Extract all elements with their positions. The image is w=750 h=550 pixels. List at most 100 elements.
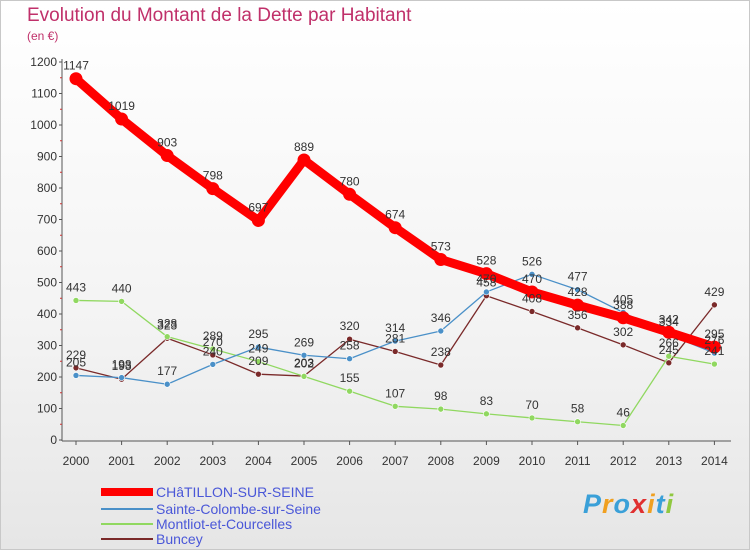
data-label-3: 458: [476, 276, 496, 290]
data-label-2: 249: [248, 342, 268, 356]
data-label-1: 269: [294, 335, 314, 349]
data-point-3: [391, 348, 399, 355]
x-tick-label: 2008: [427, 454, 454, 468]
x-tick-label: 2002: [154, 454, 181, 468]
data-label-0: 903: [157, 136, 177, 150]
data-label-3: 270: [203, 335, 223, 349]
y-axis-unit-label: (en €): [27, 29, 59, 43]
data-label-3: 245: [659, 343, 679, 357]
legend-label-chatillon: CHâTILLON-SUR-SEINE: [156, 484, 314, 500]
data-label-1: 526: [522, 254, 542, 268]
data-point-1: [209, 361, 217, 368]
x-tick-label: 2011: [565, 454, 591, 468]
logo-letter: i: [665, 489, 675, 519]
y-tick-label: 900: [37, 150, 57, 164]
x-tick-label: 2014: [701, 454, 728, 468]
legend-swatch-sainte-colombe: [101, 508, 153, 510]
data-label-0: 1019: [108, 99, 135, 113]
data-point-0: [388, 221, 402, 235]
data-point-2: [483, 410, 490, 418]
logo-letter: t: [655, 489, 666, 519]
data-point-1: [437, 327, 445, 335]
data-label-1: 405: [613, 292, 633, 306]
data-label-0: 388: [613, 298, 633, 312]
data-label-0: 798: [203, 169, 223, 183]
x-tick-label: 2005: [291, 454, 318, 468]
x-tick-label: 2009: [473, 454, 500, 468]
data-label-1: 258: [340, 339, 360, 353]
data-label-0: 573: [431, 240, 451, 254]
x-tick-label: 2013: [655, 454, 682, 468]
data-point-1: [528, 271, 536, 278]
data-label-2: 443: [66, 280, 86, 294]
data-point-1: [72, 372, 80, 379]
data-point-3: [437, 361, 445, 369]
data-point-0: [115, 112, 129, 126]
logo-letter: x: [631, 489, 648, 519]
y-tick-label: 300: [37, 339, 57, 353]
data-point-1: [255, 343, 262, 351]
data-point-1: [346, 355, 353, 363]
data-point-2: [163, 333, 171, 340]
data-point-2: [118, 298, 125, 305]
data-label-0: 697: [248, 200, 268, 214]
y-tick-label: 200: [37, 370, 57, 384]
data-point-2: [574, 418, 581, 426]
legend-swatch-buncey: [101, 538, 153, 540]
chart-title: Evolution du Montant de la Dette par Hab…: [27, 5, 412, 26]
data-label-3: 238: [431, 345, 451, 359]
data-point-0: [662, 325, 676, 339]
logo-letter: r: [602, 489, 614, 519]
data-point-2: [72, 297, 80, 304]
data-point-1: [118, 374, 125, 381]
data-point-3: [574, 324, 581, 332]
data-point-2: [391, 402, 399, 410]
data-point-2: [619, 422, 627, 429]
y-tick-label: 600: [37, 244, 57, 258]
data-label-1: 276: [704, 333, 724, 347]
data-label-1: 470: [476, 272, 496, 286]
data-label-0: 428: [568, 285, 588, 299]
data-point-2: [437, 405, 445, 413]
data-label-1: 477: [568, 270, 588, 284]
data-label-2: 266: [659, 336, 679, 350]
data-label-2: 155: [340, 371, 360, 385]
data-label-3: 429: [704, 285, 724, 299]
data-label-1: 205: [66, 355, 86, 369]
data-point-0: [160, 149, 174, 163]
data-label-2: 46: [617, 406, 631, 420]
data-point-2: [346, 387, 353, 395]
data-point-1: [300, 351, 308, 359]
data-label-0: 780: [340, 174, 360, 188]
data-label-1: 314: [385, 321, 405, 335]
data-label-1: 198: [112, 358, 132, 372]
proxiti-logo: Proxiti: [583, 489, 674, 520]
data-point-1: [574, 286, 581, 294]
data-point-2: [665, 352, 673, 360]
data-point-3: [346, 335, 353, 343]
x-tick-label: 2007: [382, 454, 409, 468]
data-label-2: 70: [525, 398, 539, 412]
data-point-2: [300, 373, 308, 380]
data-label-3: 323: [157, 318, 177, 332]
data-label-1: 295: [248, 327, 268, 341]
logo-letter: i: [647, 489, 656, 519]
data-label-3: 408: [522, 291, 542, 305]
data-label-0: 342: [659, 312, 679, 326]
data-label-3: 302: [613, 325, 633, 339]
data-point-0: [206, 182, 220, 196]
data-label-0: 295: [704, 327, 724, 341]
data-point-2: [528, 414, 536, 422]
data-point-2: [711, 360, 718, 368]
data-label-2: 98: [434, 389, 448, 403]
data-label-2: 328: [157, 317, 177, 331]
data-point-3: [711, 301, 718, 309]
y-tick-label: 800: [37, 181, 57, 195]
data-point-0: [343, 187, 357, 201]
data-point-0: [69, 72, 83, 86]
data-point-0: [434, 253, 448, 267]
legend-label-montliot: Montliot-et-Courcelles: [156, 516, 293, 532]
data-point-0: [297, 153, 311, 167]
